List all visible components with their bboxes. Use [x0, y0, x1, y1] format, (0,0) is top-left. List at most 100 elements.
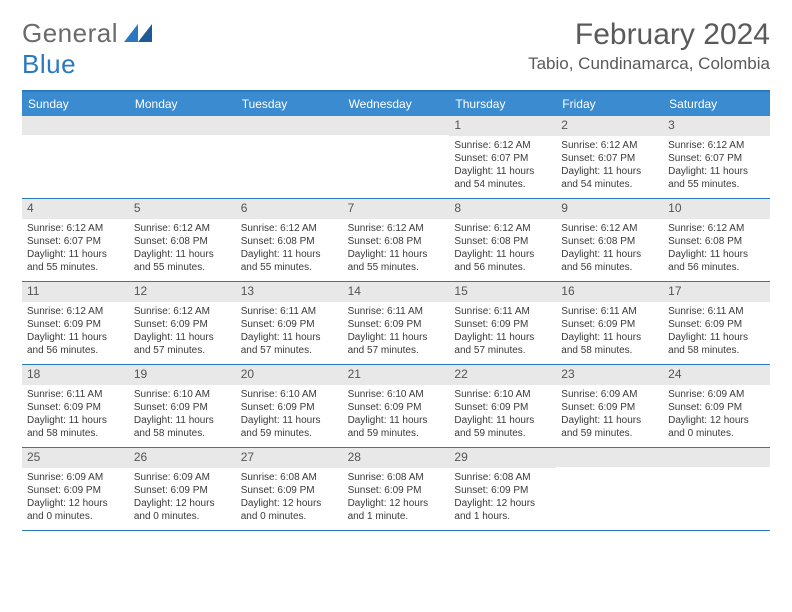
day-body: Sunrise: 6:09 AMSunset: 6:09 PMDaylight:…: [556, 385, 663, 445]
daylight-text: Daylight: 11 hours and 57 minutes.: [454, 331, 551, 357]
sunrise-text: Sunrise: 6:12 AM: [561, 222, 658, 235]
logo-text: General Blue: [22, 18, 152, 80]
sunset-text: Sunset: 6:08 PM: [668, 235, 765, 248]
daylight-text: Daylight: 11 hours and 59 minutes.: [454, 414, 551, 440]
day-number: 3: [663, 116, 770, 136]
day-body: Sunrise: 6:12 AMSunset: 6:09 PMDaylight:…: [22, 302, 129, 362]
logo: General Blue: [22, 18, 152, 80]
day-body: Sunrise: 6:10 AMSunset: 6:09 PMDaylight:…: [449, 385, 556, 445]
week-row: 18Sunrise: 6:11 AMSunset: 6:09 PMDayligh…: [22, 365, 770, 448]
sunrise-text: Sunrise: 6:09 AM: [27, 471, 124, 484]
day-cell: 13Sunrise: 6:11 AMSunset: 6:09 PMDayligh…: [236, 282, 343, 364]
sunset-text: Sunset: 6:09 PM: [454, 484, 551, 497]
logo-word-blue: Blue: [22, 49, 76, 79]
weekday-label: Tuesday: [236, 92, 343, 116]
sunrise-text: Sunrise: 6:12 AM: [134, 305, 231, 318]
sunrise-text: Sunrise: 6:12 AM: [668, 222, 765, 235]
day-number: 12: [129, 282, 236, 302]
sunrise-text: Sunrise: 6:12 AM: [348, 222, 445, 235]
location-label: Tabio, Cundinamarca, Colombia: [528, 54, 770, 74]
daylight-text: Daylight: 11 hours and 58 minutes.: [668, 331, 765, 357]
month-title: February 2024: [528, 18, 770, 52]
day-body: Sunrise: 6:11 AMSunset: 6:09 PMDaylight:…: [343, 302, 450, 362]
weeks-container: 1 Sunrise: 6:12 AMSunset: 6:07 PMDaylight…: [22, 116, 770, 531]
weekday-label: Sunday: [22, 92, 129, 116]
day-number: 10: [663, 199, 770, 219]
sunrise-text: Sunrise: 6:12 AM: [241, 222, 338, 235]
sunrise-text: Sunrise: 6:12 AM: [27, 305, 124, 318]
day-number: 1: [449, 116, 556, 136]
day-body: Sunrise: 6:12 AMSunset: 6:08 PMDaylight:…: [449, 219, 556, 279]
daylight-text: Daylight: 11 hours and 58 minutes.: [27, 414, 124, 440]
sunset-text: Sunset: 6:09 PM: [348, 484, 445, 497]
day-body: Sunrise: 6:08 AMSunset: 6:09 PMDaylight:…: [343, 468, 450, 528]
day-body: Sunrise: 6:11 AMSunset: 6:09 PMDaylight:…: [663, 302, 770, 362]
day-cell: 5Sunrise: 6:12 AMSunset: 6:08 PMDaylight…: [129, 199, 236, 281]
sunset-text: Sunset: 6:09 PM: [348, 401, 445, 414]
day-number: [129, 116, 236, 135]
day-cell: 22Sunrise: 6:10 AMSunset: 6:09 PMDayligh…: [449, 365, 556, 447]
logo-word-gray: General: [22, 18, 118, 48]
sunrise-text: Sunrise: 6:12 AM: [454, 222, 551, 235]
day-cell: 16 Sunrise: 6:11 AMSunset: 6:09 PMDayligh…: [556, 282, 663, 364]
sunset-text: Sunset: 6:08 PM: [561, 235, 658, 248]
day-number: 11: [22, 282, 129, 302]
day-body: Sunrise: 6:12 AMSunset: 6:08 PMDaylight:…: [236, 219, 343, 279]
day-number: 18: [22, 365, 129, 385]
daylight-text: Daylight: 12 hours and 0 minutes.: [241, 497, 338, 523]
sunrise-text: Sunrise: 6:12 AM: [561, 139, 658, 152]
day-cell: 26Sunrise: 6:09 AMSunset: 6:09 PMDayligh…: [129, 448, 236, 530]
week-row: 1Sunrise: 6:12 AMSunset: 6:07 PMDaylight…: [22, 116, 770, 199]
day-body: Sunrise: 6:08 AMSunset: 6:09 PMDaylight:…: [236, 468, 343, 528]
sunrise-text: Sunrise: 6:08 AM: [454, 471, 551, 484]
sunrise-text: Sunrise: 6:11 AM: [561, 305, 658, 318]
daylight-text: Daylight: 11 hours and 54 minutes.: [561, 165, 658, 191]
sunrise-text: Sunrise: 6:12 AM: [454, 139, 551, 152]
sunrise-text: Sunrise: 6:11 AM: [454, 305, 551, 318]
weekday-label: Monday: [129, 92, 236, 116]
day-body: Sunrise: 6:12 AMSunset: 6:07 PMDaylight:…: [22, 219, 129, 279]
daylight-text: Daylight: 11 hours and 55 minutes.: [348, 248, 445, 274]
title-block: February 2024 Tabio, Cundinamarca, Colom…: [528, 18, 770, 74]
daylight-text: Daylight: 11 hours and 58 minutes.: [561, 331, 658, 357]
sunset-text: Sunset: 6:09 PM: [241, 401, 338, 414]
day-body: Sunrise: 6:08 AMSunset: 6:09 PMDaylight:…: [449, 468, 556, 528]
day-body: Sunrise: 6:09 AMSunset: 6:09 PMDaylight:…: [663, 385, 770, 445]
day-cell: 2Sunrise: 6:12 AMSunset: 6:07 PMDaylight…: [556, 116, 663, 198]
daylight-text: Daylight: 11 hours and 58 minutes.: [134, 414, 231, 440]
day-cell: [236, 116, 343, 198]
day-cell: 29Sunrise: 6:08 AMSunset: 6:09 PMDayligh…: [449, 448, 556, 530]
day-number: 20: [236, 365, 343, 385]
day-cell: 25Sunrise: 6:09 AMSunset: 6:09 PMDayligh…: [22, 448, 129, 530]
day-number: 9: [556, 199, 663, 219]
calendar: Sunday Monday Tuesday Wednesday Thursday…: [22, 90, 770, 531]
daylight-text: Daylight: 11 hours and 56 minutes.: [454, 248, 551, 274]
day-body: Sunrise: 6:12 AMSunset: 6:08 PMDaylight:…: [663, 219, 770, 279]
sunset-text: Sunset: 6:09 PM: [561, 318, 658, 331]
sunset-text: Sunset: 6:09 PM: [561, 401, 658, 414]
daylight-text: Daylight: 12 hours and 1 hours.: [454, 497, 551, 523]
day-number: [236, 116, 343, 135]
sunrise-text: Sunrise: 6:12 AM: [668, 139, 765, 152]
day-body: Sunrise: 6:10 AMSunset: 6:09 PMDaylight:…: [129, 385, 236, 445]
day-cell: 21Sunrise: 6:10 AMSunset: 6:09 PMDayligh…: [343, 365, 450, 447]
day-cell: 7Sunrise: 6:12 AMSunset: 6:08 PMDaylight…: [343, 199, 450, 281]
weekday-header-row: Sunday Monday Tuesday Wednesday Thursday…: [22, 92, 770, 116]
day-cell: 17Sunrise: 6:11 AMSunset: 6:09 PMDayligh…: [663, 282, 770, 364]
day-body: Sunrise: 6:12 AMSunset: 6:08 PMDaylight:…: [129, 219, 236, 279]
day-cell: 23Sunrise: 6:09 AMSunset: 6:09 PMDayligh…: [556, 365, 663, 447]
day-number: 26: [129, 448, 236, 468]
daylight-text: Daylight: 11 hours and 59 minutes.: [348, 414, 445, 440]
day-body: Sunrise: 6:09 AMSunset: 6:09 PMDaylight:…: [22, 468, 129, 528]
day-cell: [343, 116, 450, 198]
weekday-label: Wednesday: [343, 92, 450, 116]
day-number: 27: [236, 448, 343, 468]
weekday-label: Thursday: [449, 92, 556, 116]
sunset-text: Sunset: 6:08 PM: [134, 235, 231, 248]
sunset-text: Sunset: 6:09 PM: [454, 318, 551, 331]
logo-mark-icon: [124, 24, 152, 42]
sunrise-text: Sunrise: 6:10 AM: [348, 388, 445, 401]
day-number: 16: [556, 282, 663, 302]
day-number: 7: [343, 199, 450, 219]
daylight-text: Daylight: 12 hours and 0 minutes.: [668, 414, 765, 440]
